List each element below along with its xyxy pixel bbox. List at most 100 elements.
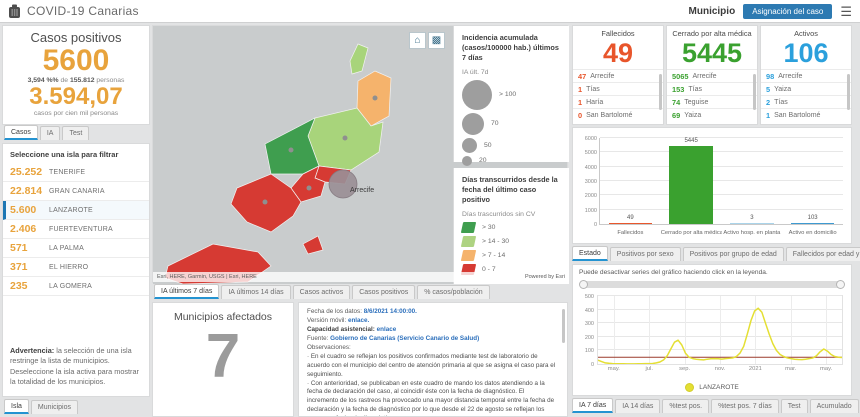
incidence-rate-value: 3.594,07	[29, 82, 123, 110]
lanzarote-series-line[interactable]	[598, 307, 842, 364]
y-axis-tick: 500	[584, 294, 594, 300]
tab-serie-test-pos-7[interactable]: %test pos. 7 días	[711, 399, 779, 413]
tab-test[interactable]: Test	[62, 126, 90, 140]
legend-circle-20	[462, 155, 472, 166]
ia-dot-haria	[372, 95, 378, 101]
island-name: LA PALMA	[49, 244, 84, 252]
bar-3[interactable]	[730, 223, 774, 224]
card-scrollbar[interactable]	[753, 74, 756, 110]
gridline	[600, 180, 843, 181]
list-item[interactable]: 47 Arrecife	[573, 69, 663, 82]
time-range-slider[interactable]	[579, 280, 845, 289]
island-row-la-palma[interactable]: 571 LA PALMA	[3, 239, 149, 258]
list-item[interactable]: 5 Yaiza	[761, 82, 851, 95]
incidence-rate-caption: casos por cien mil personas	[33, 109, 119, 117]
y-axis-tick: 5000	[584, 150, 597, 157]
map-home-button[interactable]: ⌂	[409, 32, 426, 49]
tab-fallecidos-edad-sexo[interactable]: Fallecidos por edad y sexo	[785, 247, 860, 261]
island-row-la-gomera[interactable]: 235 LA GOMERA	[3, 277, 149, 296]
bar-value-label: 49	[627, 215, 634, 221]
list-item[interactable]: 74 Teguise	[667, 95, 757, 108]
list-item[interactable]: 2 Tías	[761, 95, 851, 108]
powered-by-esri: Powered by Esri	[524, 274, 565, 280]
tab-municipios[interactable]: Municipios	[30, 400, 78, 414]
cerrado-card: Cerrado por alta médica 5445 5065 Arrecif…	[666, 25, 758, 125]
bar-value-label: 103	[807, 214, 818, 221]
tab-casos-poblacion[interactable]: % casos/población	[417, 285, 490, 299]
island-row-el-hierro[interactable]: 371 EL HIERRO	[3, 258, 149, 277]
list-item[interactable]: 153 Tías	[667, 82, 757, 95]
capacity-link[interactable]: enlace	[376, 325, 397, 333]
island-row-fuerteventura[interactable]: 2.406 FUERTEVENTURA	[3, 220, 149, 239]
ia-bubble-arrecife[interactable]	[328, 169, 358, 199]
y-axis-tick: 0	[590, 362, 594, 368]
tab-serie-test[interactable]: Test	[780, 399, 808, 413]
bar-2[interactable]	[669, 145, 713, 224]
bar-category-label: Activo en domicilio	[788, 230, 837, 236]
list-item[interactable]: 5065 Arrecife	[667, 69, 757, 82]
island-row-lanzarote[interactable]: 5.600 LANZAROTE	[3, 201, 149, 220]
tab-ia-14-dias[interactable]: IA últimos 14 días	[221, 285, 291, 299]
map-region-la-graciosa[interactable]	[349, 43, 369, 75]
island-row-tenerife[interactable]: 25.252 TENERIFE	[3, 163, 149, 182]
list-item[interactable]: 98 Arrecife	[761, 69, 851, 82]
tab-positivos-edad[interactable]: Positivos por grupo de edad	[682, 247, 784, 261]
y-axis-tick: 0	[593, 222, 597, 228]
map-basemap-button[interactable]: ▩	[428, 32, 445, 49]
island-row-gran-canaria[interactable]: 22.814 GRAN CANARIA	[3, 182, 149, 201]
card-scrollbar[interactable]	[659, 74, 662, 110]
map-city-label: Arrecife	[350, 187, 374, 194]
bar-value-label: 5445	[684, 137, 698, 144]
cases-tab-strip: Casos IA Test	[4, 125, 90, 140]
slider-handle-left[interactable]	[579, 280, 588, 289]
info-scrollbar[interactable]	[562, 309, 565, 343]
activos-list: 98 Arrecife 5 Yaiza 2 Tías 1 San Bartolomé	[761, 69, 851, 121]
x-axis-tick: may.	[820, 366, 833, 372]
island-name: LANZAROTE	[49, 206, 93, 214]
list-item[interactable]: 0 San Bartolomé	[573, 108, 663, 121]
tab-positivos-sexo[interactable]: Positivos por sexo	[609, 247, 681, 261]
y-axis-tick: 100	[584, 348, 594, 355]
municipio-label: Municipio	[688, 5, 736, 17]
legend-days-subtitle: Días trascurridos sin CV	[462, 210, 536, 218]
tab-isla[interactable]: Isla	[4, 399, 29, 414]
series-chart-card: Puede desactivar series del gráfico haci…	[572, 264, 852, 396]
attribution-text: Esri, HERE, Garmin, USGS | Esri, HERE	[157, 274, 257, 280]
series-legend[interactable]: LANZAROTE	[573, 383, 851, 392]
bar-category-label: Cerrado por alta médica	[660, 230, 722, 236]
y-axis-tick: 3000	[584, 179, 597, 185]
tab-casos-activos[interactable]: Casos activos	[292, 285, 351, 299]
map-canvas[interactable]: Arrecife ⌂ ▩	[153, 26, 453, 284]
island-filter-header: Seleccione una isla para filtrar	[10, 150, 119, 159]
tab-serie-ia7[interactable]: IA 7 días	[572, 398, 614, 413]
tab-casos[interactable]: Casos	[4, 125, 38, 140]
list-item[interactable]: 1 Haría	[573, 95, 663, 108]
positive-cases-title: Casos positivos	[30, 30, 122, 45]
bar-4[interactable]	[790, 222, 835, 224]
list-item[interactable]: 1 Tías	[573, 82, 663, 95]
info-observations-label: Observaciones:	[307, 343, 351, 351]
slider-handle-right[interactable]	[836, 280, 845, 289]
tab-estado[interactable]: Estado	[572, 246, 608, 261]
tab-serie-ia14[interactable]: IA 14 días	[615, 399, 661, 413]
cerrado-title: Cerrado por alta médica	[672, 29, 752, 38]
tab-ia[interactable]: IA	[39, 126, 61, 140]
positive-cases-subtitle: 3,594 %% de 155.812 personas	[27, 76, 125, 84]
bar-1[interactable]	[608, 223, 653, 224]
menu-icon[interactable]: ☰	[840, 3, 852, 19]
left-tab-strip: Isla Municipios	[4, 399, 78, 414]
list-item[interactable]: 69 Yaiza	[667, 108, 757, 121]
tab-casos-positivos[interactable]: Casos positivos	[352, 285, 416, 299]
tab-serie-test-pos[interactable]: %test pos.	[662, 399, 710, 413]
gridline	[600, 137, 843, 138]
card-scrollbar[interactable]	[847, 74, 850, 110]
list-item[interactable]: 1 San Bartolomé	[761, 108, 851, 121]
mobile-link[interactable]: enlace.	[347, 316, 370, 324]
tab-serie-acumulado[interactable]: Acumulado	[809, 399, 859, 413]
assign-case-button[interactable]: Asignación del caso	[743, 3, 833, 19]
lanzarote-legend-dot	[685, 383, 695, 392]
ia-dot-yaiza	[262, 199, 268, 205]
map-region-islet[interactable]	[302, 235, 324, 255]
tab-ia-7-dias[interactable]: IA últimos 7 días	[154, 284, 220, 299]
y-axis-tick: 300	[584, 321, 594, 328]
